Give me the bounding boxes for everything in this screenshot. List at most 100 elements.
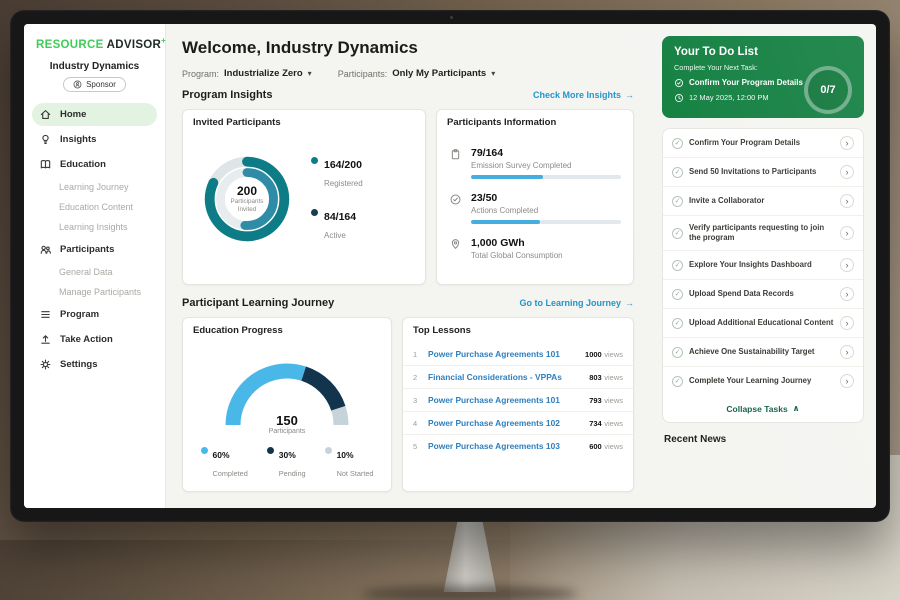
lesson-row[interactable]: 4 Power Purchase Agreements 102 734 view… (403, 412, 633, 435)
lesson-link[interactable]: Power Purchase Agreements 103 (428, 441, 560, 451)
monitor-bezel: RESOURCE ADVISOR+ Industry Dynamics Spon… (10, 10, 890, 522)
task-label: Verify participants requesting to join t… (689, 223, 825, 243)
task-row[interactable]: ✓ Upload Additional Educational Content … (663, 309, 863, 339)
legend-dot (266, 447, 274, 454)
lesson-views-count: 600 (589, 442, 602, 451)
chevron-right-icon[interactable]: › (840, 258, 854, 273)
top-lessons-card: Top Lessons 1 Power Purchase Agreements … (402, 317, 634, 492)
donut-center-value: 200 (236, 184, 258, 199)
task-row[interactable]: ✓ Explore Your Insights Dashboard › (663, 251, 863, 281)
task-row[interactable]: ✓ Send 50 Invitations to Participants › (663, 158, 863, 187)
lesson-row[interactable]: 2 Financial Considerations - VPPAs 803 v… (403, 366, 633, 389)
sidebar-nav: Home Insights Education Learning Journey… (24, 102, 165, 377)
task-row[interactable]: ✓ Complete Your Learning Journey › (663, 367, 863, 395)
collapse-label: Collapse Tasks (726, 403, 788, 414)
lesson-row[interactable]: 5 Power Purchase Agreements 103 600 view… (403, 435, 633, 457)
todo-progress-value: 0/7 (820, 84, 836, 96)
check-more-insights-link[interactable]: Check More Insights → (533, 90, 634, 100)
book-icon (39, 158, 52, 171)
sidebar-item-learning-insights[interactable]: Learning Insights (32, 217, 157, 237)
lesson-link[interactable]: Financial Considerations - VPPAs (428, 372, 562, 382)
metric-label: Emission Survey Completed (471, 161, 572, 170)
legend-value: 60% (212, 450, 230, 460)
chevron-right-icon[interactable]: › (840, 226, 854, 241)
participants-filter-label: Participants: (337, 68, 388, 79)
app-logo: RESOURCE ADVISOR+ (24, 34, 166, 57)
chevron-right-icon[interactable]: › (840, 136, 854, 150)
lesson-views-label: views (604, 373, 623, 382)
chevron-right-icon[interactable]: › (840, 316, 854, 331)
todo-panel: Your To Do List Complete Your Next Task:… (650, 24, 876, 508)
circle-check-icon[interactable]: ✓ (672, 259, 683, 271)
actions-progress-bar (471, 220, 621, 224)
task-label: Upload Spend Data Records (689, 289, 794, 299)
collapse-tasks-button[interactable]: Collapse Tasks ∧ (663, 395, 863, 422)
sidebar-item-settings[interactable]: Settings (32, 353, 157, 376)
lesson-row[interactable]: 3 Power Purchase Agreements 101 793 view… (403, 389, 633, 412)
lesson-link[interactable]: Power Purchase Agreements 101 (428, 395, 560, 405)
sponsor-badge[interactable]: Sponsor (63, 76, 126, 92)
sidebar-item-label: General Data (59, 266, 113, 277)
circle-check-icon[interactable]: ✓ (672, 227, 683, 239)
legend-label: Pending (278, 469, 306, 478)
org-name: Industry Dynamics (49, 60, 140, 72)
program-insights-header: Program Insights Check More Insights → (182, 89, 634, 101)
circle-check-icon[interactable]: ✓ (672, 288, 683, 300)
sidebar-item-manage-participants[interactable]: Manage Participants (32, 282, 157, 302)
todo-next-task: Confirm Your Program Details (674, 78, 812, 88)
card-title: Top Lessons (413, 325, 471, 336)
task-row[interactable]: ✓ Invite a Collaborator › (663, 187, 863, 216)
task-row[interactable]: ✓ Upload Spend Data Records › (663, 280, 863, 310)
chevron-right-icon[interactable]: › (840, 287, 854, 302)
sidebar-item-insights[interactable]: Insights (32, 128, 157, 151)
sidebar-item-program[interactable]: Program (32, 303, 157, 326)
chevron-right-icon[interactable]: › (840, 165, 854, 179)
task-row[interactable]: ✓ Achieve One Sustainability Target › (663, 338, 863, 368)
lesson-link[interactable]: Power Purchase Agreements 101 (428, 349, 560, 359)
circle-check-icon[interactable]: ✓ (672, 346, 683, 358)
lesson-views-count: 803 (589, 373, 602, 382)
sidebar-item-take-action[interactable]: Take Action (32, 328, 157, 351)
sidebar-item-education-content[interactable]: Education Content (32, 197, 157, 217)
circle-check-icon[interactable]: ✓ (672, 137, 683, 149)
task-row[interactable]: ✓ Confirm Your Program Details › (663, 129, 863, 158)
invited-donut-chart: 200 Participants Invited (193, 145, 301, 253)
legend-active: 84/164 Active (311, 207, 363, 243)
metric-label: Actions Completed (471, 206, 539, 215)
task-row[interactable]: ✓ Verify participants requesting to join… (663, 216, 863, 252)
sidebar-item-home[interactable]: Home (32, 102, 157, 126)
lesson-views-label: views (604, 442, 623, 451)
arrow-right-icon: → (625, 298, 634, 308)
circle-check-icon[interactable]: ✓ (672, 317, 683, 329)
legend-value: 30% (278, 450, 296, 460)
lesson-row[interactable]: 1 Power Purchase Agreements 101 1000 vie… (403, 343, 633, 366)
lesson-rank: 2 (413, 372, 418, 382)
link-label: Check More Insights (532, 90, 621, 100)
webcam-dot (450, 16, 453, 19)
metric-label: Total Global Consumption (471, 251, 563, 260)
task-label: Invite a Collaborator (689, 195, 765, 205)
list-icon (39, 308, 52, 321)
clock-icon (675, 94, 683, 102)
chevron-right-icon[interactable]: › (840, 194, 854, 208)
card-title: Education Progress (193, 325, 283, 336)
sidebar-item-education[interactable]: Education (32, 153, 157, 176)
todo-due-label: 12 May 2025, 12:00 PM (689, 93, 769, 103)
circle-check-icon[interactable]: ✓ (672, 166, 683, 178)
chevron-right-icon[interactable]: › (840, 345, 854, 360)
filters-row: Program: Industrialize Zero ▾ Participan… (182, 68, 634, 79)
sidebar-item-learning-journey[interactable]: Learning Journey (32, 177, 157, 197)
sidebar-item-label: Learning Journey (59, 181, 129, 192)
sidebar-item-participants[interactable]: Participants (32, 238, 157, 261)
program-filter[interactable]: Program: Industrialize Zero ▾ (182, 68, 312, 79)
chevron-right-icon[interactable]: › (840, 374, 854, 389)
consumption-row: 1,000 GWh Total Global Consumption (449, 237, 621, 265)
go-to-learning-journey-link[interactable]: Go to Learning Journey → (519, 298, 634, 308)
lesson-link[interactable]: Power Purchase Agreements 102 (428, 418, 560, 428)
sidebar-item-general-data[interactable]: General Data (32, 262, 157, 282)
learning-cards-row: Education Progress 150 Participants 60% … (182, 317, 634, 492)
circle-check-icon[interactable]: ✓ (672, 375, 683, 387)
circle-check-icon[interactable]: ✓ (672, 195, 683, 207)
gauge-center-value: 150 (276, 413, 298, 428)
participants-filter[interactable]: Participants: Only My Participants ▾ (338, 68, 496, 79)
